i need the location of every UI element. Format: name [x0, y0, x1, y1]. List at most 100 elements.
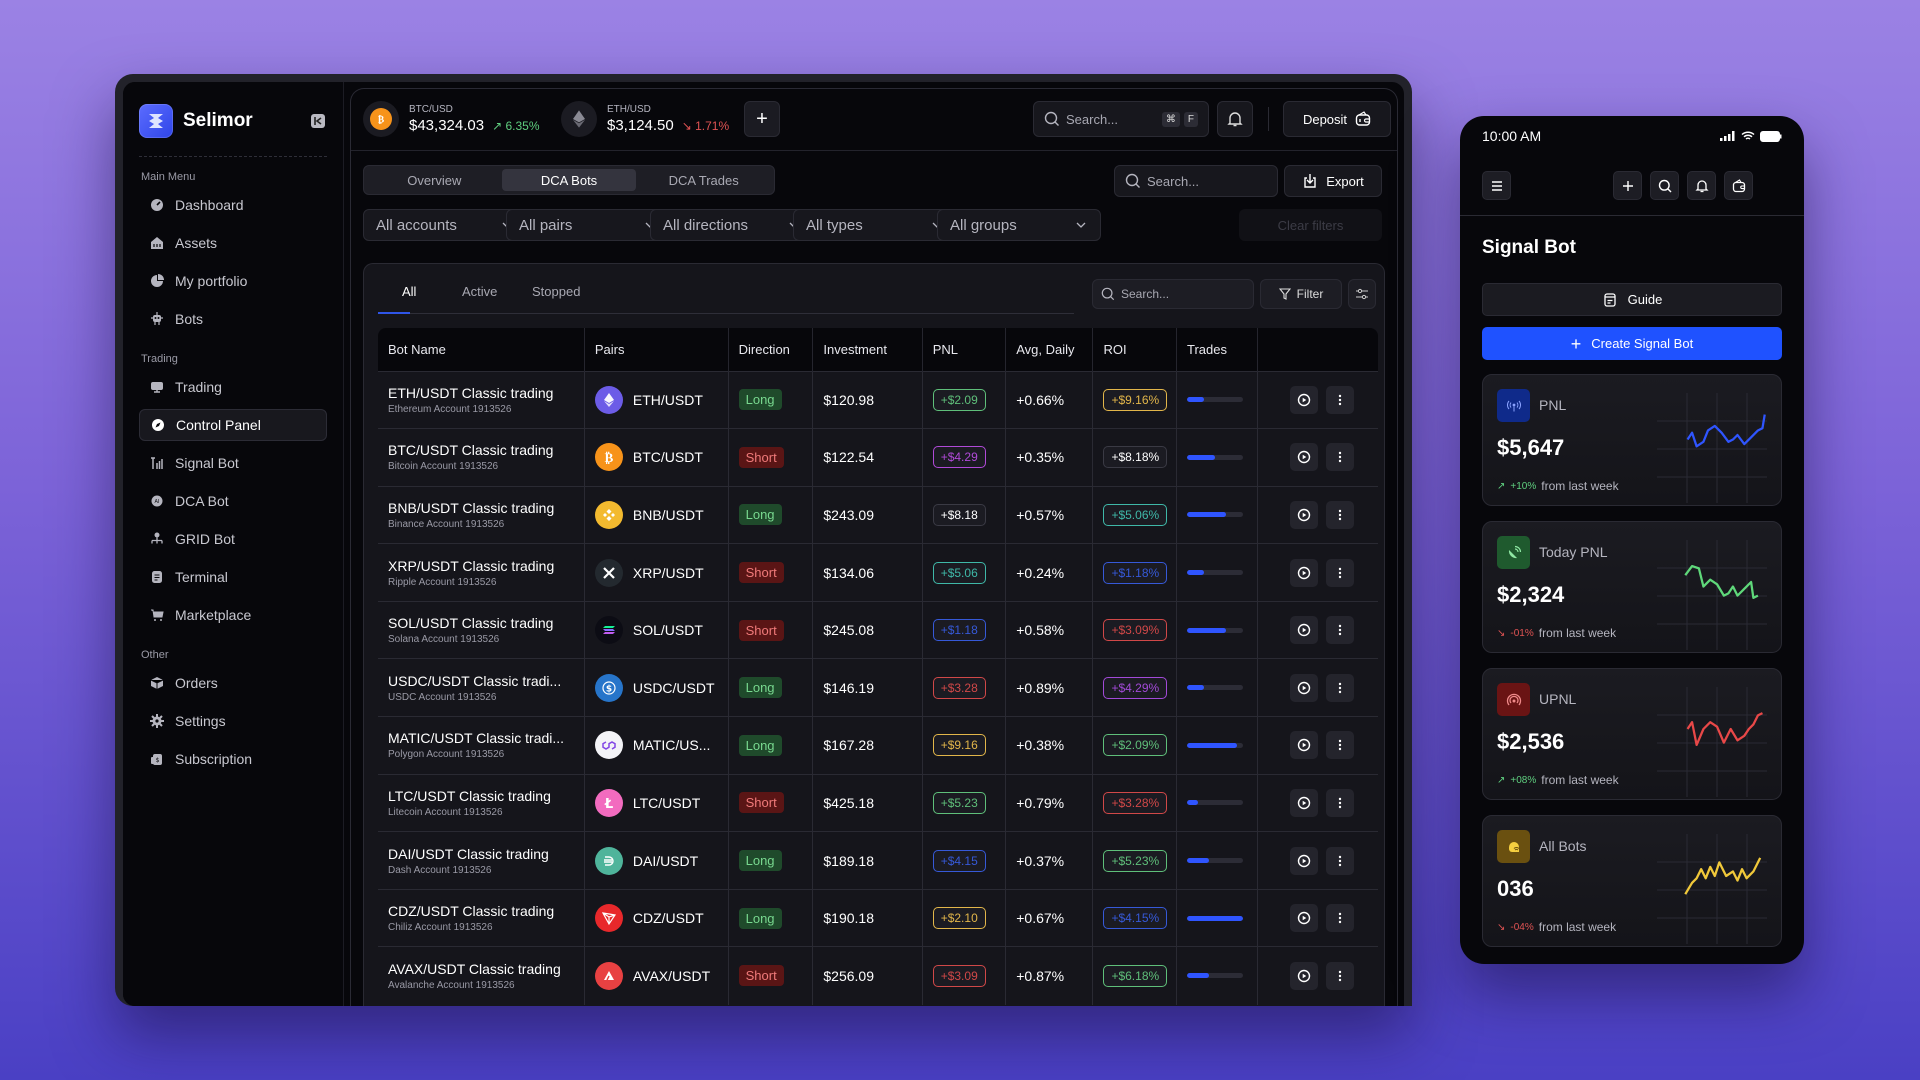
sidebar-item-terminal[interactable]: Terminal — [139, 561, 327, 593]
table-row[interactable]: SOL/USDT Classic trading Solana Account … — [378, 600, 1378, 659]
more-options-button[interactable] — [1326, 731, 1355, 760]
start-bot-button[interactable] — [1290, 788, 1319, 817]
sidebar-item-signal-bot[interactable]: Signal Bot — [139, 447, 327, 479]
mobile-notifications-button[interactable] — [1687, 171, 1716, 200]
sidebar-item-bots[interactable]: Bots — [139, 303, 327, 335]
clear-filters-button[interactable]: Clear filters — [1239, 209, 1382, 241]
col-direction[interactable]: Direction — [728, 328, 814, 371]
stat-card-all-bots[interactable]: All Bots 036 ↘ -04% from last week — [1482, 815, 1782, 947]
more-options-button[interactable] — [1326, 616, 1355, 645]
tab-overview[interactable]: Overview — [407, 172, 462, 188]
bot-name[interactable]: BTC/USDT Classic trading — [388, 442, 554, 459]
more-options-button[interactable] — [1326, 846, 1355, 875]
guide-button[interactable]: Guide — [1482, 283, 1782, 316]
directions-dropdown[interactable]: All directions — [650, 209, 814, 241]
sidebar-item-my-portfolio[interactable]: My portfolio — [139, 265, 327, 297]
menu-button[interactable] — [1482, 171, 1511, 200]
stat-card-upnl[interactable]: UPNL $2,536 ↗ +08% from last week — [1482, 668, 1782, 800]
sidebar-item-grid-bot[interactable]: GRID Bot — [139, 523, 327, 555]
sidebar-item-settings[interactable]: Settings — [139, 705, 327, 737]
table-row[interactable]: USDC/USDT Classic tradi... USDC Account … — [378, 658, 1378, 717]
col-investment[interactable]: Investment — [812, 328, 923, 371]
table-row[interactable]: AVAX/USDT Classic trading Avalanche Acco… — [378, 946, 1378, 1005]
bots-search-input[interactable]: Search... — [1114, 165, 1278, 197]
tab-stopped[interactable]: Stopped — [532, 284, 581, 299]
global-search-input[interactable]: Search... ⌘ F — [1033, 101, 1209, 137]
stat-card-today-pnl[interactable]: Today PNL $2,324 ↘ -01% from last week — [1482, 521, 1782, 653]
notifications-button[interactable] — [1217, 101, 1253, 137]
tab-dca-trades[interactable]: DCA Trades — [668, 172, 739, 188]
more-options-button[interactable] — [1326, 443, 1355, 472]
groups-dropdown[interactable]: All groups — [937, 209, 1101, 241]
bot-name[interactable]: USDC/USDT Classic tradi... — [388, 672, 562, 689]
more-options-button[interactable] — [1326, 788, 1355, 817]
mobile-add-button[interactable] — [1613, 171, 1642, 200]
export-button[interactable]: Export — [1284, 165, 1382, 197]
sidebar-item-trading[interactable]: Trading — [139, 371, 327, 403]
start-bot-button[interactable] — [1290, 385, 1319, 414]
bot-name[interactable]: XRP/USDT Classic trading — [388, 557, 555, 574]
more-options-button[interactable] — [1326, 961, 1355, 990]
tab-all[interactable]: All — [402, 284, 417, 299]
start-bot-button[interactable] — [1290, 616, 1319, 645]
start-bot-button[interactable] — [1290, 558, 1319, 587]
start-bot-button[interactable] — [1290, 443, 1319, 472]
sidebar-item-dashboard[interactable]: Dashboard — [139, 189, 327, 221]
mobile-search-button[interactable] — [1650, 171, 1679, 200]
more-options-button[interactable] — [1326, 673, 1355, 702]
bot-name[interactable]: LTC/USDT Classic trading — [388, 787, 551, 804]
col-avg-daily[interactable]: Avg, Daily — [1005, 328, 1094, 371]
table-row[interactable]: MATIC/USDT Classic tradi... Polygon Acco… — [378, 716, 1378, 775]
mobile-wallet-button[interactable] — [1724, 171, 1753, 200]
bot-name[interactable]: AVAX/USDT Classic trading — [388, 960, 561, 977]
start-bot-button[interactable] — [1290, 961, 1319, 990]
bot-name[interactable]: ETH/USDT Classic trading — [388, 384, 554, 401]
col-pairs[interactable]: Pairs — [584, 328, 729, 371]
table-settings-button[interactable] — [1348, 279, 1376, 309]
types-dropdown[interactable]: All types — [793, 209, 957, 241]
bot-name[interactable]: CDZ/USDT Classic trading — [388, 903, 555, 920]
bot-name[interactable]: SOL/USDT Classic trading — [388, 615, 554, 632]
add-ticker-button[interactable]: + — [744, 101, 780, 137]
more-options-button[interactable] — [1326, 500, 1355, 529]
table-row[interactable]: ETH/USDT Classic trading Ethereum Accoun… — [378, 370, 1378, 429]
table-row[interactable]: XRP/USDT Classic trading Ripple Account … — [378, 543, 1378, 602]
table-row[interactable]: BNB/USDT Classic trading Binance Account… — [378, 485, 1378, 544]
sidebar-item-orders[interactable]: Orders — [139, 667, 327, 699]
start-bot-button[interactable] — [1290, 731, 1319, 760]
start-bot-button[interactable] — [1290, 500, 1319, 529]
table-search-input[interactable]: Search... — [1092, 279, 1254, 309]
collapse-sidebar-button[interactable] — [311, 114, 325, 128]
table-row[interactable]: DAI/USDT Classic trading Dash Account 19… — [378, 831, 1378, 890]
sidebar-item-subscription[interactable]: $ Subscription — [139, 743, 327, 775]
tab-active[interactable]: Active — [462, 284, 498, 299]
more-options-button[interactable] — [1326, 904, 1355, 933]
ticker-btc[interactable]: ₿ BTC/USD $43,324.03 ↗ 6.35% — [363, 101, 540, 137]
start-bot-button[interactable] — [1290, 846, 1319, 875]
start-bot-button[interactable] — [1290, 673, 1319, 702]
table-row[interactable]: CDZ/USDT Classic trading Chiliz Account … — [378, 888, 1378, 947]
sidebar-item-dca-bot[interactable]: AI DCA Bot — [139, 485, 327, 517]
bot-name[interactable]: DAI/USDT Classic trading — [388, 845, 549, 862]
bot-name[interactable]: BNB/USDT Classic trading — [388, 499, 555, 516]
col-trades[interactable]: Trades — [1176, 328, 1259, 371]
bot-name[interactable]: MATIC/USDT Classic tradi... — [388, 730, 565, 747]
table-row[interactable]: BTC/USDT Classic trading Bitcoin Account… — [378, 428, 1378, 487]
more-options-button[interactable] — [1326, 385, 1355, 414]
sidebar-item-control-panel[interactable]: Control Panel — [139, 409, 327, 441]
col-bot-name[interactable]: Bot Name — [378, 328, 585, 371]
col-roi[interactable]: ROI — [1092, 328, 1177, 371]
accounts-dropdown[interactable]: All accounts — [363, 209, 527, 241]
more-options-button[interactable] — [1326, 558, 1355, 587]
col-pnl[interactable]: PNL — [922, 328, 1007, 371]
pairs-dropdown[interactable]: All pairs — [506, 209, 670, 241]
table-row[interactable]: LTC/USDT Classic trading Litecoin Accoun… — [378, 773, 1378, 832]
tab-dca-bots[interactable]: DCA Bots — [501, 169, 637, 191]
sidebar-item-marketplace[interactable]: Marketplace — [139, 599, 327, 631]
filter-button[interactable]: Filter — [1260, 279, 1342, 309]
stat-card-pnl[interactable]: PNL $5,647 ↗ +10% from last week — [1482, 374, 1782, 506]
create-signal-bot-button[interactable]: + Create Signal Bot — [1482, 327, 1782, 360]
start-bot-button[interactable] — [1290, 904, 1319, 933]
sidebar-item-assets[interactable]: Assets — [139, 227, 327, 259]
deposit-button[interactable]: Deposit — [1283, 101, 1391, 137]
